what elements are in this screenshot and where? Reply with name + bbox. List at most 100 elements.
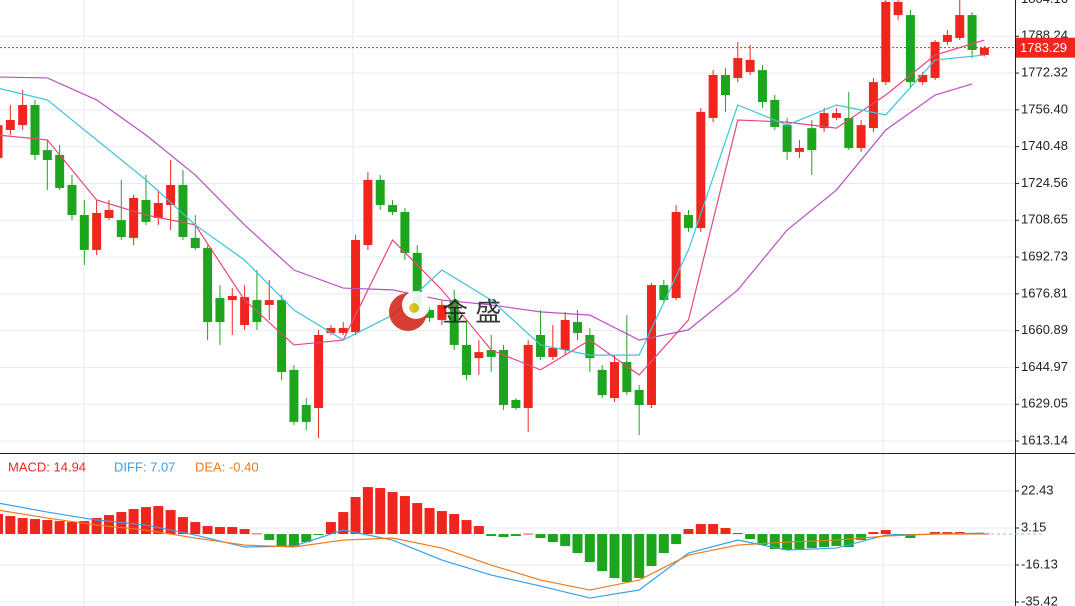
candle-body (449, 300, 459, 345)
macd-bar (399, 496, 410, 535)
macd-bar (436, 511, 447, 535)
macd-bar (350, 497, 361, 535)
candle-body (659, 285, 669, 301)
y-tick-label: 3.15 (1021, 519, 1046, 534)
candle-body (227, 295, 237, 301)
macd-bar (5, 516, 16, 535)
macd-bar (683, 529, 694, 535)
macd-bar (29, 519, 40, 535)
candle-body (573, 322, 583, 333)
y-tick-label: 1740.48 (1021, 138, 1068, 153)
macd-bar (0, 514, 3, 535)
legend-entry: DEA: -0.40 (195, 459, 259, 474)
candle-body (153, 203, 163, 219)
candle-body (474, 352, 484, 359)
macd-bar (214, 527, 225, 535)
candle-body (844, 117, 854, 148)
candle-body (745, 59, 755, 72)
candle-body (868, 82, 878, 129)
macd-bar (54, 521, 65, 535)
candle-body (634, 390, 644, 406)
candle-body (536, 334, 546, 357)
candle-body (610, 362, 619, 399)
candle-body (646, 285, 656, 406)
macd-bar (264, 534, 275, 541)
y-tick-label: 1692.73 (1021, 248, 1068, 263)
macd-bar (165, 510, 176, 535)
candle-body (794, 147, 804, 152)
candle-body (967, 15, 977, 50)
candle-body (622, 362, 632, 393)
candle-body (264, 300, 274, 305)
candle-body (363, 179, 373, 246)
macd-bar (905, 534, 916, 539)
candle-body (301, 405, 311, 422)
macd-bar (338, 512, 349, 535)
candle-body (807, 128, 817, 151)
macd-bar (362, 487, 373, 535)
macd-bar (560, 534, 571, 547)
macd-bar (535, 534, 546, 539)
macd-bar (313, 534, 324, 536)
candle-body (375, 179, 385, 206)
macd-bar (251, 533, 262, 535)
macd-bar (449, 514, 460, 535)
candle-body (240, 297, 250, 326)
candle-body (0, 125, 3, 158)
macd-bar (695, 524, 706, 535)
y-tick-label: -16.13 (1021, 556, 1058, 571)
macd-bar (79, 521, 90, 535)
candle-body (856, 125, 866, 148)
moving-average-line (0, 54, 985, 356)
macd-bar (42, 520, 53, 535)
candle-body (412, 252, 422, 312)
macd-bar (140, 507, 151, 535)
macd-bar (930, 532, 941, 535)
y-tick-label: 1772.32 (1021, 64, 1068, 79)
candle-body (92, 212, 102, 250)
candle-body (437, 304, 447, 320)
candle-body (351, 239, 361, 332)
candle-body (597, 369, 607, 396)
macd-bar (646, 534, 657, 567)
candle-body (585, 334, 595, 359)
candle-body (203, 248, 213, 323)
macd-bar (301, 534, 312, 543)
macd-bar (510, 534, 521, 537)
macd-bar (856, 534, 867, 541)
candle-body (30, 104, 40, 155)
macd-bar (523, 533, 534, 535)
candle-body (831, 113, 841, 118)
candle-body (116, 220, 126, 237)
candle-body (388, 205, 398, 213)
macd-line (0, 502, 985, 599)
macd-bar (498, 534, 509, 538)
macd-bar (720, 528, 731, 535)
macd-bar (461, 520, 472, 535)
macd-bar (708, 524, 719, 535)
candle-body (918, 74, 928, 83)
macd-bar (190, 522, 201, 535)
candle-body (782, 125, 792, 152)
candle-body (215, 298, 225, 323)
candle-body (757, 70, 767, 102)
macd-bar (732, 533, 743, 535)
macd-bar (745, 534, 756, 540)
last-price-box (1016, 37, 1075, 58)
macd-bar (634, 534, 645, 579)
candle-body (425, 310, 435, 318)
macd-bar (153, 506, 164, 535)
macd-bar (609, 534, 620, 579)
candle-body (55, 154, 65, 188)
y-tick-label: 1613.14 (1021, 432, 1068, 447)
macd-bar (547, 534, 558, 543)
macd-bar (387, 492, 398, 535)
y-tick-label: 1708.65 (1021, 212, 1068, 227)
macd-bar (288, 534, 299, 547)
candle-body (166, 184, 176, 206)
candle-body (400, 212, 410, 253)
macd-bar (325, 522, 336, 535)
macd-bar (202, 526, 213, 535)
